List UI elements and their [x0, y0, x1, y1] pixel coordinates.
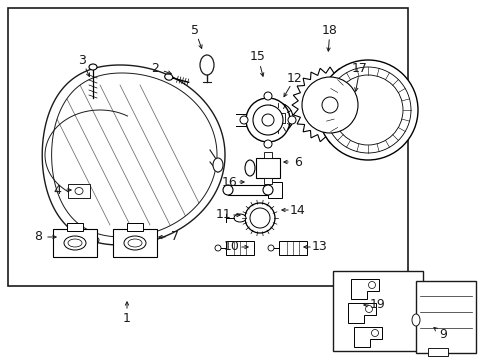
- Ellipse shape: [213, 158, 223, 172]
- Ellipse shape: [200, 55, 214, 75]
- Bar: [264, 178, 271, 184]
- Ellipse shape: [124, 236, 146, 250]
- Text: 8: 8: [34, 230, 42, 243]
- Text: 13: 13: [311, 240, 327, 253]
- Ellipse shape: [128, 239, 142, 247]
- Ellipse shape: [252, 105, 283, 135]
- Ellipse shape: [89, 64, 97, 70]
- Ellipse shape: [267, 245, 273, 251]
- Polygon shape: [353, 327, 381, 347]
- Text: 7: 7: [171, 230, 179, 243]
- Bar: [427, 348, 447, 356]
- Ellipse shape: [264, 140, 271, 148]
- Ellipse shape: [164, 74, 172, 80]
- Bar: [225, 241, 253, 255]
- Ellipse shape: [215, 245, 221, 251]
- Ellipse shape: [91, 237, 99, 243]
- Polygon shape: [52, 73, 217, 237]
- Bar: [332, 271, 422, 351]
- Bar: [127, 223, 142, 231]
- Bar: [279, 241, 306, 255]
- Text: 5: 5: [191, 23, 199, 36]
- Ellipse shape: [234, 214, 245, 222]
- Text: 12: 12: [286, 72, 302, 85]
- Bar: [8, 8, 407, 286]
- Ellipse shape: [266, 104, 288, 132]
- Ellipse shape: [146, 237, 154, 243]
- Ellipse shape: [302, 77, 357, 133]
- Ellipse shape: [262, 114, 273, 126]
- Ellipse shape: [365, 306, 372, 312]
- Text: 15: 15: [249, 50, 265, 63]
- Text: 17: 17: [351, 62, 367, 75]
- Bar: [270, 113, 285, 123]
- Text: 18: 18: [322, 23, 337, 36]
- Text: 14: 14: [289, 203, 305, 216]
- Ellipse shape: [287, 116, 295, 124]
- Ellipse shape: [321, 97, 337, 113]
- Polygon shape: [350, 279, 378, 299]
- Ellipse shape: [240, 116, 247, 124]
- Text: 9: 9: [438, 328, 446, 342]
- Bar: [264, 152, 271, 158]
- Ellipse shape: [244, 203, 274, 233]
- Polygon shape: [347, 303, 375, 323]
- Ellipse shape: [121, 237, 129, 243]
- Ellipse shape: [263, 185, 272, 195]
- Ellipse shape: [245, 98, 289, 142]
- Polygon shape: [291, 67, 367, 143]
- Ellipse shape: [325, 67, 410, 153]
- Text: 6: 6: [293, 156, 301, 168]
- Text: 16: 16: [222, 175, 237, 189]
- Ellipse shape: [223, 185, 232, 195]
- Bar: [67, 223, 83, 231]
- Text: 4: 4: [53, 184, 61, 197]
- Polygon shape: [42, 65, 224, 245]
- Text: 2: 2: [151, 62, 159, 75]
- Ellipse shape: [249, 208, 269, 228]
- Bar: [415, 281, 475, 353]
- Bar: [53, 229, 97, 257]
- Ellipse shape: [264, 92, 271, 100]
- Ellipse shape: [368, 282, 375, 288]
- Ellipse shape: [68, 239, 82, 247]
- Ellipse shape: [411, 314, 419, 326]
- Text: 19: 19: [369, 298, 385, 311]
- Ellipse shape: [332, 75, 402, 145]
- Bar: [267, 182, 282, 198]
- Bar: [227, 185, 267, 195]
- Ellipse shape: [75, 188, 83, 194]
- Text: 3: 3: [78, 54, 86, 67]
- Ellipse shape: [244, 160, 254, 176]
- Ellipse shape: [371, 329, 378, 337]
- Bar: [256, 158, 280, 178]
- Text: 10: 10: [224, 240, 240, 253]
- Text: 11: 11: [216, 208, 231, 221]
- Ellipse shape: [317, 60, 417, 160]
- Text: 1: 1: [123, 311, 131, 324]
- Ellipse shape: [64, 236, 86, 250]
- Bar: [113, 229, 157, 257]
- Bar: [68, 184, 90, 198]
